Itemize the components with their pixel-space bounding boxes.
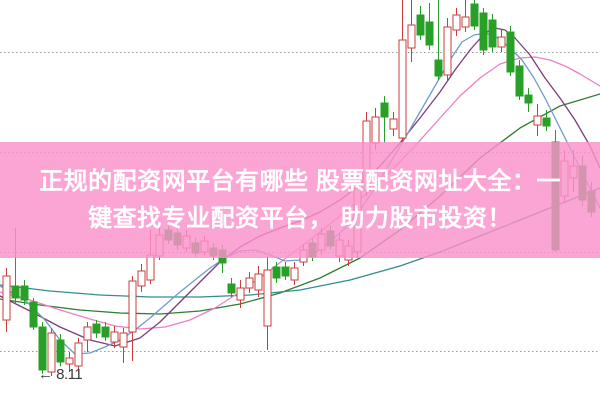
candle-body [407, 24, 416, 49]
candle-body [110, 331, 119, 343]
candle-body [533, 115, 542, 126]
candle-body [56, 339, 65, 363]
candle-body [389, 118, 398, 130]
candle-body [470, 3, 479, 27]
candle-body [74, 342, 83, 367]
candle-body [146, 254, 155, 281]
candle-body [272, 266, 281, 279]
candle-body [137, 270, 146, 287]
candle-body [371, 116, 380, 144]
candle-body [380, 102, 389, 118]
candle-body [47, 332, 56, 373]
candle-body [92, 323, 101, 334]
candle-body [11, 285, 20, 299]
candle-body [416, 14, 425, 36]
candle-body [29, 301, 38, 328]
candle-body [434, 59, 443, 77]
candle-body [479, 12, 488, 51]
candle-body [236, 287, 245, 301]
candle-body [2, 275, 11, 321]
candle-body [83, 326, 92, 341]
candle-body [290, 267, 299, 281]
banner-text-line-1: 正规的配资网平台有哪些 股票配资网址大全：一 [39, 167, 561, 195]
candle-body [506, 31, 515, 73]
candle-body [20, 285, 29, 301]
candle-body [128, 280, 137, 333]
candle-body [425, 21, 434, 46]
candle-body [398, 39, 407, 139]
candle-body [254, 273, 263, 291]
candle-body [245, 277, 254, 289]
candle-body [38, 326, 47, 371]
promo-banner-overlay: 正规的配资网平台有哪些 股票配资网址大全：一 键查找专业配资平台， 助力股市投资… [0, 142, 600, 258]
candle-body [452, 14, 461, 31]
candle-body [119, 332, 128, 348]
candle-body [443, 26, 452, 76]
candle-body [488, 19, 497, 48]
candle-body [524, 94, 533, 104]
candle-body [497, 36, 506, 48]
candle-body [227, 283, 236, 294]
candle-body [281, 266, 290, 277]
candle-body [263, 269, 272, 327]
candle-body [515, 65, 524, 97]
candle-body [101, 326, 110, 338]
low-price-annotation: ← 8.11 [38, 366, 83, 383]
candle-body [65, 357, 74, 365]
candle-body [542, 117, 551, 127]
candle-body [461, 16, 470, 28]
banner-text-line-2: 键查找专业配资平台， 助力股市投资！ [88, 204, 512, 232]
